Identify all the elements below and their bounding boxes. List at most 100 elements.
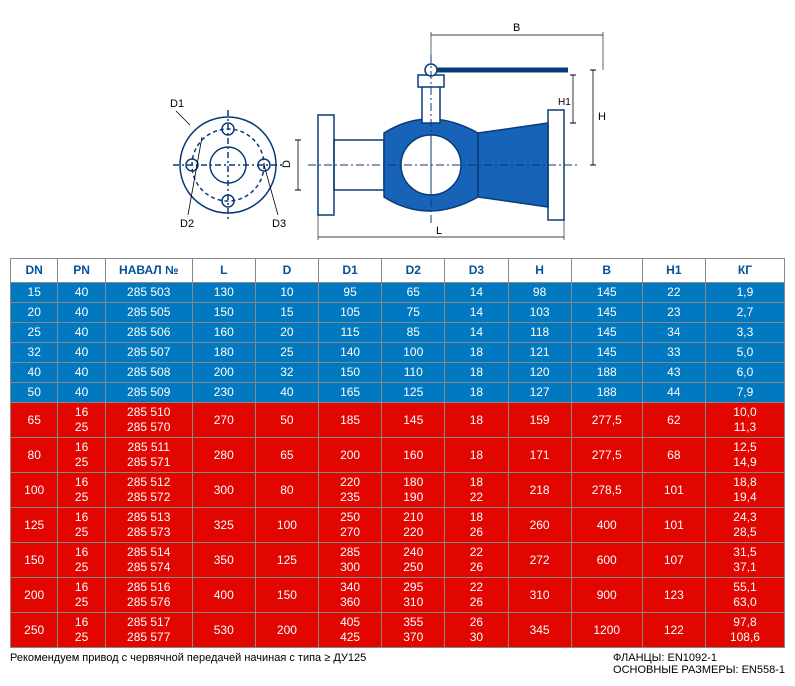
col-header: B bbox=[571, 259, 642, 283]
table-cell: 18,8 19,4 bbox=[705, 473, 784, 508]
valve-diagram-svg: D1 D2 D3 bbox=[168, 15, 628, 245]
table-cell: 40 bbox=[58, 283, 105, 303]
table-cell: 160 bbox=[382, 438, 445, 473]
table-cell: 32 bbox=[255, 363, 318, 383]
table-cell: 300 bbox=[192, 473, 255, 508]
table-cell: 278,5 bbox=[571, 473, 642, 508]
table-cell: 22 bbox=[642, 283, 705, 303]
table-cell: 40 bbox=[58, 343, 105, 363]
table-cell: 355 370 bbox=[382, 613, 445, 648]
table-cell: 110 bbox=[382, 363, 445, 383]
col-header: H1 bbox=[642, 259, 705, 283]
table-cell: 6,0 bbox=[705, 363, 784, 383]
table-row: 15016 25285 514 285 574350125285 300240 … bbox=[11, 543, 785, 578]
footer: Рекомендуем привод с червячной передачей… bbox=[10, 652, 785, 676]
col-header: H bbox=[508, 259, 571, 283]
dim-label-h: H bbox=[598, 111, 606, 123]
table-cell: 62 bbox=[642, 403, 705, 438]
table-cell: 22 26 bbox=[445, 543, 508, 578]
table-cell: 50 bbox=[11, 383, 58, 403]
table-cell: 325 bbox=[192, 508, 255, 543]
table-cell: 345 bbox=[508, 613, 571, 648]
table-cell: 24,3 28,5 bbox=[705, 508, 784, 543]
table-cell: 270 bbox=[192, 403, 255, 438]
table-cell: 97,8 108,6 bbox=[705, 613, 784, 648]
table-cell: 140 bbox=[319, 343, 382, 363]
dim-label-h1: H1 bbox=[558, 97, 571, 108]
table-cell: 80 bbox=[11, 438, 58, 473]
table-cell: 405 425 bbox=[319, 613, 382, 648]
table-cell: 150 bbox=[11, 543, 58, 578]
table-cell: 65 bbox=[382, 283, 445, 303]
table-cell: 285 505 bbox=[105, 303, 192, 323]
table-cell: 25 bbox=[11, 323, 58, 343]
table-cell: 40 bbox=[58, 363, 105, 383]
table-cell: 40 bbox=[58, 383, 105, 403]
table-cell: 530 bbox=[192, 613, 255, 648]
table-cell: 210 220 bbox=[382, 508, 445, 543]
table-cell: 10 bbox=[255, 283, 318, 303]
table-cell: 285 513 285 573 bbox=[105, 508, 192, 543]
table-cell: 95 bbox=[319, 283, 382, 303]
table-cell: 31,5 37,1 bbox=[705, 543, 784, 578]
table-row: 1540285 5031301095651498145221,9 bbox=[11, 283, 785, 303]
table-cell: 180 bbox=[192, 343, 255, 363]
table-cell: 600 bbox=[571, 543, 642, 578]
table-cell: 285 514 285 574 bbox=[105, 543, 192, 578]
table-row: 2040285 505150151057514103145232,7 bbox=[11, 303, 785, 323]
table-cell: 400 bbox=[571, 508, 642, 543]
table-cell: 285 511 285 571 bbox=[105, 438, 192, 473]
table-cell: 260 bbox=[508, 508, 571, 543]
table-cell: 900 bbox=[571, 578, 642, 613]
table-cell: 160 bbox=[192, 323, 255, 343]
table-header-row: DNPNНАВАЛ №LDD1D2D3HBH1КГ bbox=[11, 259, 785, 283]
table-cell: 2,7 bbox=[705, 303, 784, 323]
table-cell: 16 25 bbox=[58, 613, 105, 648]
table-cell: 1200 bbox=[571, 613, 642, 648]
dim-label-d1: D1 bbox=[170, 98, 184, 110]
table-cell: 40 bbox=[58, 303, 105, 323]
table-cell: 285 510 285 570 bbox=[105, 403, 192, 438]
table-cell: 85 bbox=[382, 323, 445, 343]
col-header: D1 bbox=[319, 259, 382, 283]
table-cell: 44 bbox=[642, 383, 705, 403]
table-cell: 145 bbox=[382, 403, 445, 438]
table-cell: 55,1 63,0 bbox=[705, 578, 784, 613]
dimensions-table: DNPNНАВАЛ №LDD1D2D3HBH1КГ 1540285 503130… bbox=[10, 258, 785, 648]
table-cell: 18 bbox=[445, 403, 508, 438]
table-cell: 285 508 bbox=[105, 363, 192, 383]
table-cell: 285 509 bbox=[105, 383, 192, 403]
dim-label-d3: D3 bbox=[272, 218, 286, 230]
table-cell: 150 bbox=[192, 303, 255, 323]
table-cell: 159 bbox=[508, 403, 571, 438]
table-cell: 200 bbox=[255, 613, 318, 648]
table-cell: 220 235 bbox=[319, 473, 382, 508]
table-cell: 14 bbox=[445, 303, 508, 323]
table-cell: 285 506 bbox=[105, 323, 192, 343]
dim-label-d: D bbox=[281, 160, 293, 168]
valve-diagram: D1 D2 D3 bbox=[10, 10, 785, 250]
table-cell: 33 bbox=[642, 343, 705, 363]
dim-label-d2: D2 bbox=[180, 218, 194, 230]
table-row: 12516 25285 513 285 573325100250 270210 … bbox=[11, 508, 785, 543]
table-cell: 125 bbox=[11, 508, 58, 543]
table-cell: 218 bbox=[508, 473, 571, 508]
col-header: PN bbox=[58, 259, 105, 283]
table-cell: 285 517 285 577 bbox=[105, 613, 192, 648]
table-cell: 285 507 bbox=[105, 343, 192, 363]
table-cell: 80 bbox=[255, 473, 318, 508]
table-cell: 188 bbox=[571, 363, 642, 383]
table-cell: 285 512 285 572 bbox=[105, 473, 192, 508]
table-cell: 26 30 bbox=[445, 613, 508, 648]
table-cell: 20 bbox=[255, 323, 318, 343]
table-row: 5040285 5092304016512518127188447,9 bbox=[11, 383, 785, 403]
table-cell: 171 bbox=[508, 438, 571, 473]
table-cell: 7,9 bbox=[705, 383, 784, 403]
table-cell: 400 bbox=[192, 578, 255, 613]
footer-right-2: ОСНОВНЫЕ РАЗМЕРЫ: EN558-1 bbox=[613, 664, 785, 676]
col-header: НАВАЛ № bbox=[105, 259, 192, 283]
table-cell: 277,5 bbox=[571, 403, 642, 438]
table-row: 10016 25285 512 285 57230080220 235180 1… bbox=[11, 473, 785, 508]
col-header: L bbox=[192, 259, 255, 283]
table-cell: 18 26 bbox=[445, 508, 508, 543]
